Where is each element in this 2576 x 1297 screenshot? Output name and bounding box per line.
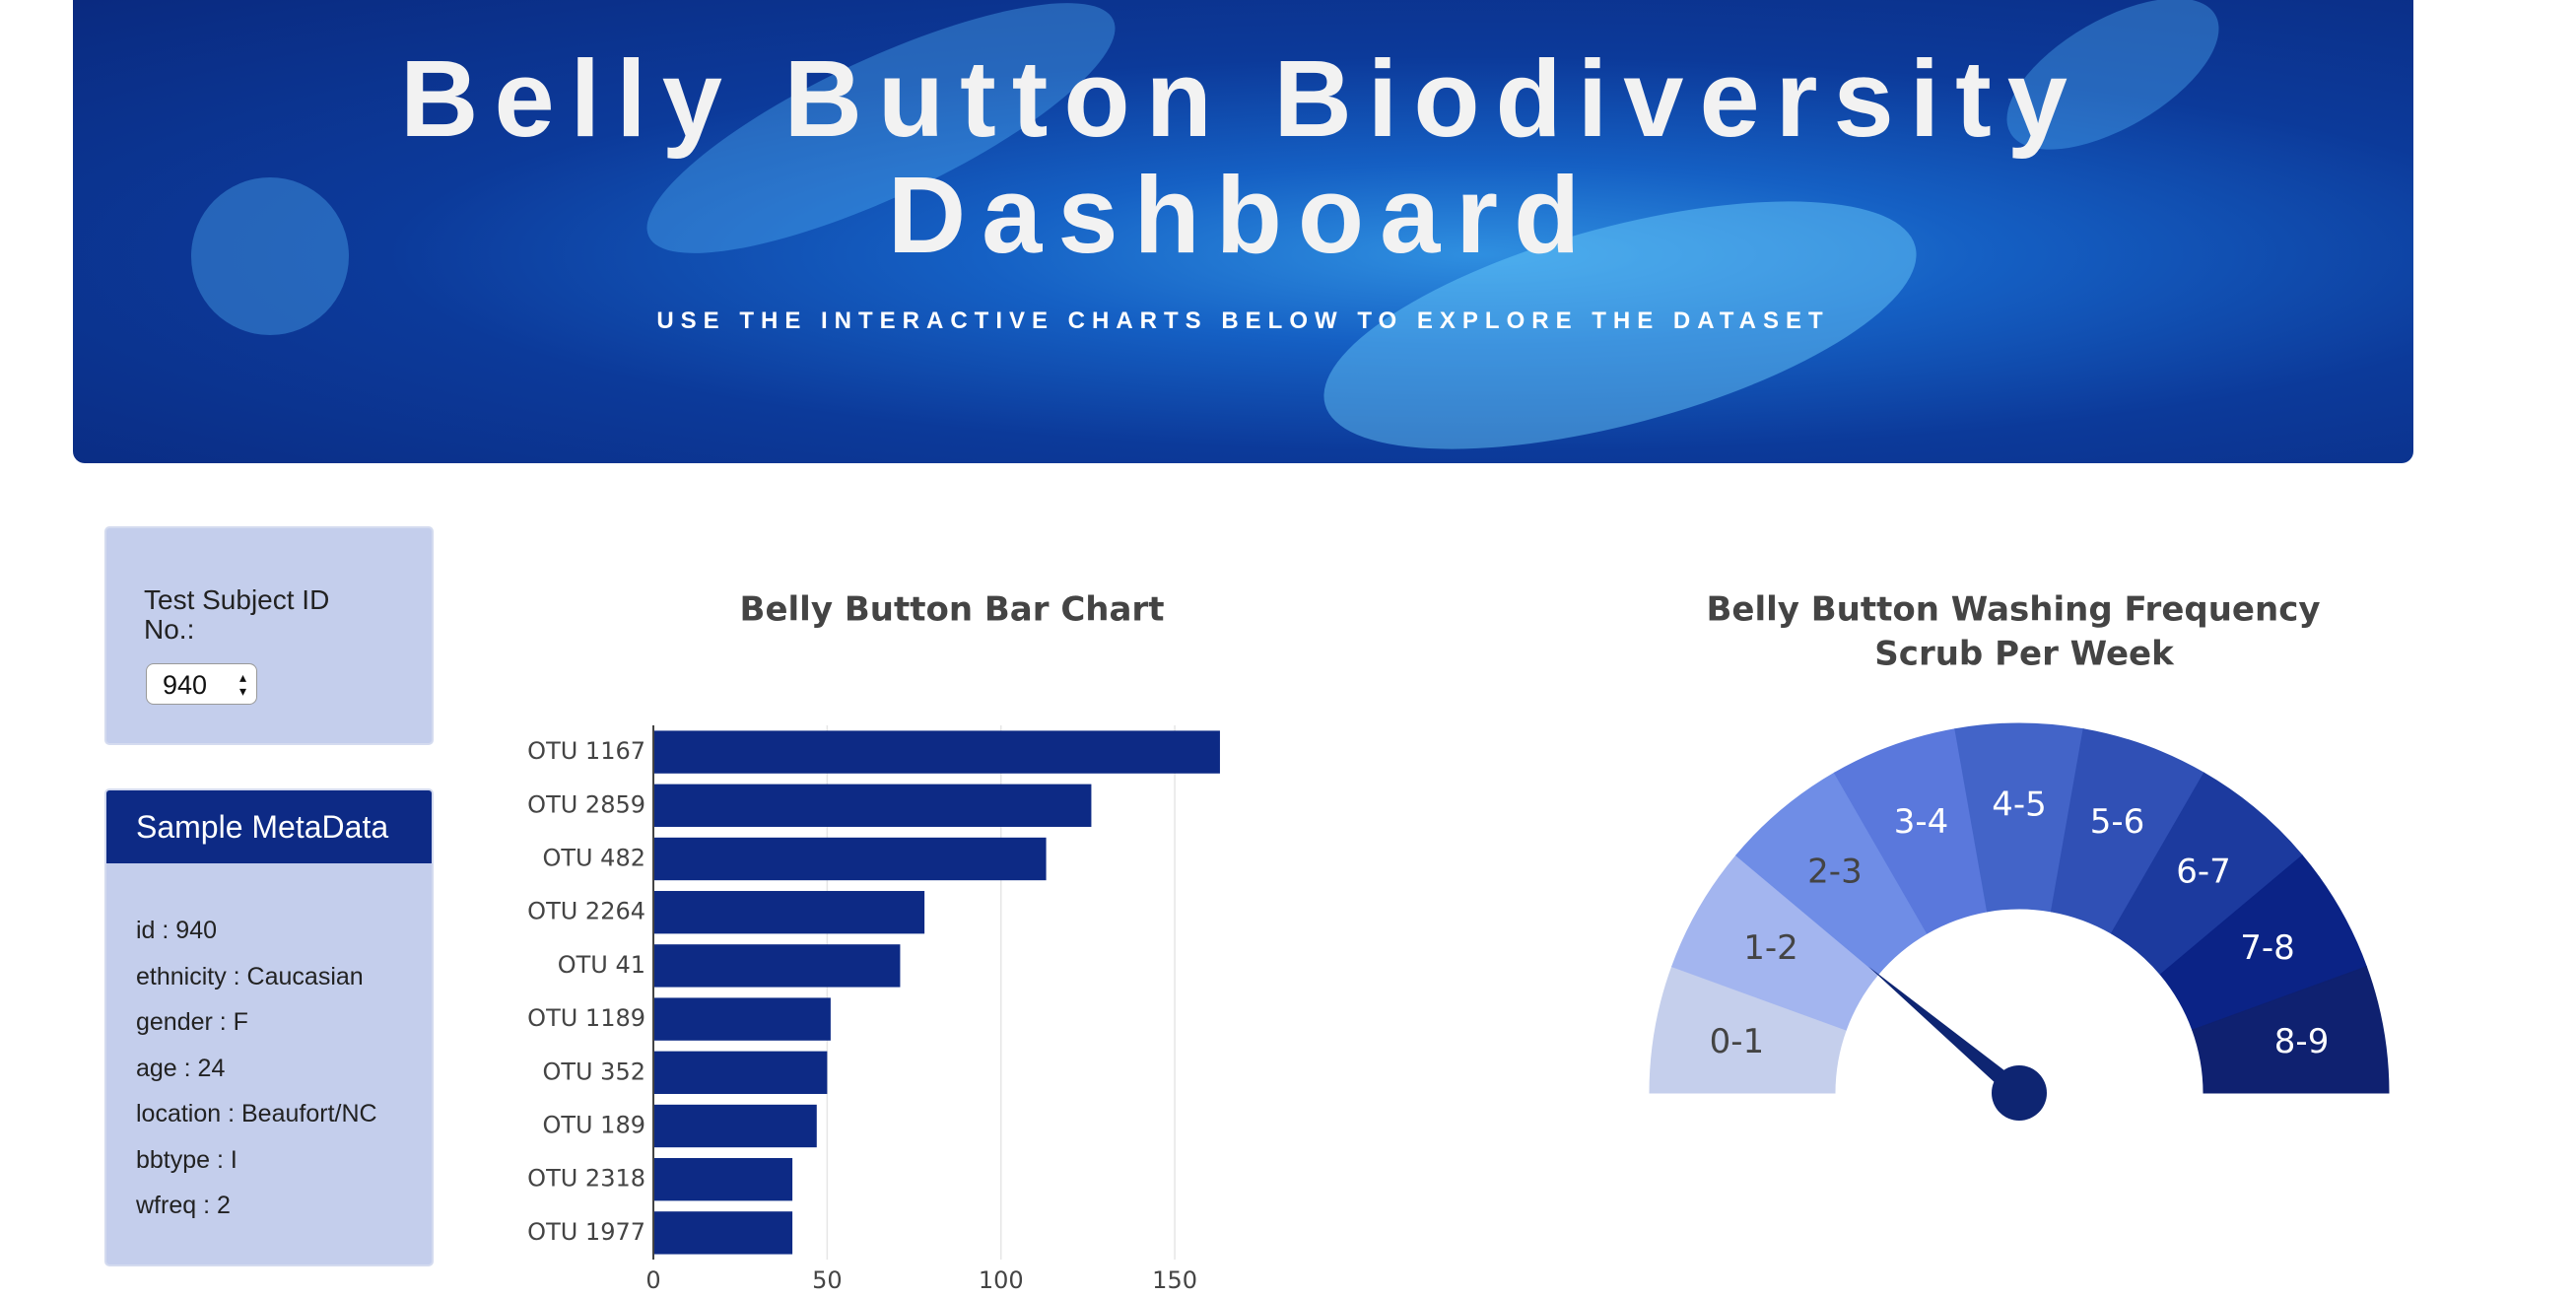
decor [191,177,349,335]
y-tick-label: OTU 189 [542,1112,645,1139]
chart-subtitle: Scrub Per Week [1874,635,2175,674]
gauge-label: 8-9 [2274,1022,2330,1061]
metadata-item: location : Beaufort/NC [136,1100,377,1127]
metadata-panel: Sample MetaData id : 940 ethnicity : Cauc… [104,788,434,1266]
gauge-label: 2-3 [1807,853,1863,892]
y-tick-label: OTU 1167 [527,737,645,765]
metadata-item: bbtype : I [136,1145,237,1174]
chart-title: Belly Button Washing Frequency [1706,590,2320,630]
y-tick-label: OTU 1977 [527,1218,645,1246]
y-tick-label: OTU 2318 [527,1165,645,1193]
bar [653,1051,828,1094]
gauge-label: 1-2 [1743,928,1798,968]
metadata-item: id : 940 [136,917,218,944]
bar [653,1104,817,1148]
gauge-needle [1867,966,2025,1100]
gauge-label: 5-6 [2090,802,2145,842]
y-tick-label: OTU 41 [558,951,645,979]
y-tick-label: OTU 352 [542,1058,645,1085]
x-tick-label: 100 [979,1266,1024,1294]
y-tick-label: OTU 2264 [527,898,645,925]
metadata-title: Sample MetaData [106,790,432,863]
needle-hub [1992,1065,2047,1121]
x-tick-label: 0 [645,1266,660,1294]
y-tick-label: OTU 1189 [527,1004,645,1032]
subject-select[interactable]: 940 [146,663,257,705]
x-tick-label: 150 [1152,1266,1197,1294]
page-title: Belly Button Biodiversity Dashboard [400,38,2083,276]
header-banner: Belly Button Biodiversity Dashboard USE … [73,0,2413,463]
bar [653,997,831,1041]
selector-panel: Test Subject ID No.: 940 [104,526,434,745]
gauge-label: 6-7 [2176,853,2231,892]
bar [653,730,1220,774]
metadata-item: gender : F [136,1008,248,1036]
bar [653,944,901,988]
y-tick-label: OTU 2859 [527,790,645,818]
page-subtitle: USE THE INTERACTIVE CHARTS BELOW TO EXPL… [656,307,1830,334]
bar [653,784,1092,827]
bar [653,891,925,934]
x-tick-label: 50 [812,1266,843,1294]
chart-title: Belly Button Bar Chart [740,590,1165,630]
bar [653,1158,793,1201]
metadata-item: age : 24 [136,1054,226,1082]
gauge-label: 7-8 [2240,928,2295,968]
metadata-item: wfreq : 2 [136,1192,231,1219]
bar [653,1211,793,1255]
gauge-label: 0-1 [1710,1022,1765,1061]
gauge-label: 3-4 [1894,802,1949,842]
y-tick-label: OTU 482 [542,845,645,872]
gauge-segment [2192,966,2390,1094]
bar [653,837,1047,881]
metadata-item: ethnicity : Caucasian [136,962,364,990]
gauge-label: 4-5 [1992,785,2047,825]
selector-label: Test Subject ID No.: [144,584,330,645]
